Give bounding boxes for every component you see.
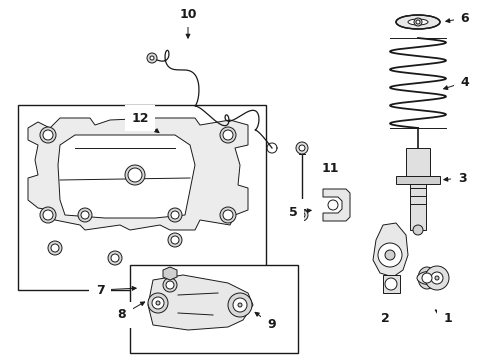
Circle shape (111, 254, 119, 262)
Circle shape (147, 53, 157, 63)
Text: 7: 7 (96, 284, 104, 297)
Text: 2: 2 (381, 311, 390, 324)
Bar (130, 265, 298, 353)
Polygon shape (28, 118, 248, 230)
Text: 9: 9 (268, 319, 276, 332)
Ellipse shape (417, 271, 447, 285)
Circle shape (168, 208, 182, 222)
Circle shape (378, 243, 402, 267)
Polygon shape (58, 135, 195, 218)
Circle shape (299, 212, 305, 218)
Circle shape (43, 210, 53, 220)
Circle shape (48, 241, 62, 255)
Polygon shape (396, 176, 440, 184)
Circle shape (328, 200, 338, 210)
Circle shape (148, 293, 168, 313)
Circle shape (220, 207, 236, 223)
Circle shape (166, 281, 174, 289)
Polygon shape (410, 184, 426, 230)
Circle shape (171, 211, 179, 219)
Circle shape (413, 225, 423, 235)
Polygon shape (373, 223, 408, 277)
Circle shape (150, 56, 154, 60)
Text: 12: 12 (131, 112, 149, 125)
Circle shape (238, 303, 242, 307)
Circle shape (51, 244, 59, 252)
Polygon shape (323, 189, 350, 221)
Circle shape (299, 145, 305, 151)
Circle shape (223, 210, 233, 220)
Ellipse shape (408, 19, 428, 25)
Bar (18, 105, 266, 290)
Ellipse shape (418, 267, 436, 289)
Text: 4: 4 (461, 76, 469, 89)
Circle shape (125, 165, 145, 185)
Circle shape (152, 297, 164, 309)
Circle shape (223, 130, 233, 140)
Polygon shape (406, 148, 430, 182)
Circle shape (416, 20, 420, 24)
Circle shape (40, 127, 56, 143)
Ellipse shape (396, 15, 440, 29)
Circle shape (168, 233, 182, 247)
Polygon shape (148, 275, 253, 330)
Circle shape (431, 272, 443, 284)
Circle shape (171, 236, 179, 244)
Circle shape (385, 278, 397, 290)
Circle shape (385, 250, 395, 260)
Circle shape (425, 266, 449, 290)
Circle shape (81, 211, 89, 219)
Text: 3: 3 (458, 171, 466, 184)
Circle shape (296, 209, 308, 221)
Text: 10: 10 (179, 8, 197, 21)
Text: 8: 8 (118, 309, 126, 321)
Circle shape (43, 130, 53, 140)
Circle shape (40, 207, 56, 223)
Circle shape (128, 168, 142, 182)
Circle shape (233, 298, 247, 312)
Circle shape (163, 278, 177, 292)
Text: 6: 6 (461, 12, 469, 24)
Circle shape (422, 273, 432, 283)
Circle shape (78, 208, 92, 222)
Circle shape (108, 251, 122, 265)
Circle shape (156, 301, 160, 305)
Circle shape (435, 276, 439, 280)
Polygon shape (163, 267, 177, 280)
Text: 11: 11 (321, 162, 339, 175)
Text: 1: 1 (443, 311, 452, 324)
Circle shape (228, 293, 252, 317)
Polygon shape (383, 275, 400, 293)
Text: 5: 5 (289, 206, 297, 219)
Circle shape (296, 142, 308, 154)
Circle shape (414, 18, 422, 26)
Circle shape (220, 127, 236, 143)
